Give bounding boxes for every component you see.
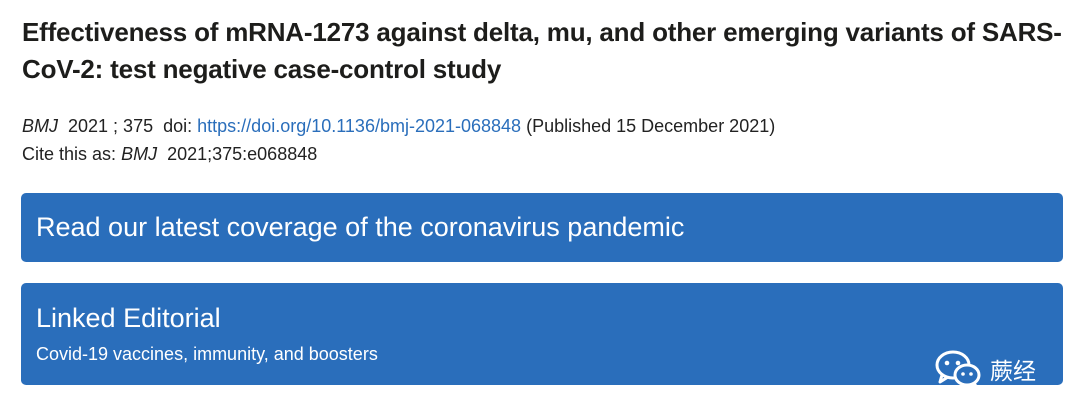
linked-editorial-link[interactable]: Covid-19 vaccines, immunity, and booster…	[36, 344, 378, 364]
watermark-label: 蕨经	[990, 358, 1036, 384]
journal-name: BMJ	[22, 116, 58, 136]
year-volume: 2021 ; 375	[68, 116, 154, 136]
cite-prefix: Cite this as:	[22, 144, 117, 164]
watermark: 蕨经	[934, 348, 1036, 390]
cite-journal: BMJ	[121, 144, 158, 164]
doi-link[interactable]: https://doi.org/10.1136/bmj-2021-068848	[197, 116, 522, 136]
article-header: Effectiveness of mRNA-1273 against delta…	[22, 14, 1062, 167]
doi-label: doi:	[163, 116, 193, 136]
published-date: (Published 15 December 2021)	[526, 116, 776, 136]
article-title: Effectiveness of mRNA-1273 against delta…	[22, 17, 1062, 84]
cite-reference: 2021;375:e068848	[167, 144, 318, 164]
linked-editorial-banner[interactable]: Linked Editorial Covid-19 vaccines, immu…	[21, 283, 1063, 385]
wechat-icon	[935, 350, 981, 390]
cite-as-line: Cite this as: BMJ 2021;375:e068848	[22, 141, 1062, 167]
coverage-banner-text: Read our latest coverage of the coronavi…	[36, 212, 685, 242]
coverage-banner-link[interactable]: Read our latest coverage of the coronavi…	[21, 193, 1063, 262]
linked-editorial-heading: Linked Editorial	[36, 303, 221, 333]
citation-line: BMJ 2021 ; 375 doi: https://doi.org/10.1…	[22, 113, 1062, 139]
